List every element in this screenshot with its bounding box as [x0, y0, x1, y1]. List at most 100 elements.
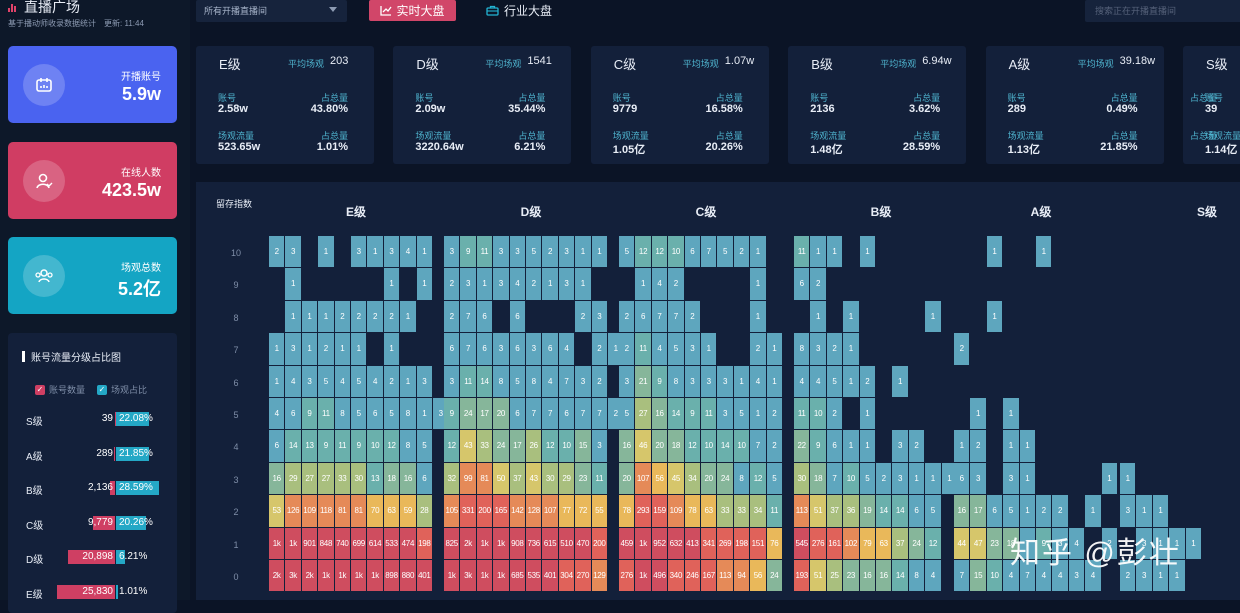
heatmap-cell[interactable]: 9 — [302, 398, 317, 429]
heatmap-cell[interactable]: 5 — [351, 366, 366, 397]
heatmap-cell[interactable]: 99 — [460, 463, 475, 494]
heatmap-cell[interactable]: 6 — [285, 398, 300, 429]
heatmap-cell[interactable]: 2 — [269, 236, 284, 267]
heatmap-cell[interactable]: 10 — [367, 430, 382, 461]
heatmap-cell[interactable]: 3 — [685, 366, 700, 397]
heatmap-cell[interactable]: 1 — [335, 333, 350, 364]
checkbox-checked-icon[interactable]: ✓ — [97, 385, 107, 395]
heatmap-cell[interactable]: 33 — [734, 495, 749, 526]
heatmap-cell[interactable]: 167 — [701, 560, 716, 591]
heatmap-cell[interactable]: 4 — [510, 268, 525, 299]
heatmap-cell[interactable]: 1 — [1085, 495, 1100, 526]
heatmap-cell[interactable]: 2 — [592, 366, 607, 397]
heatmap-cell[interactable]: 1 — [592, 236, 607, 267]
heatmap-cell[interactable]: 2 — [734, 236, 749, 267]
heatmap-cell[interactable]: 5 — [860, 463, 875, 494]
heatmap-cell[interactable]: 22 — [794, 430, 809, 461]
heatmap-cell[interactable]: 81 — [335, 495, 350, 526]
heatmap-cell[interactable]: 56 — [750, 560, 765, 591]
tab-industry[interactable]: 行业大盘 — [486, 0, 552, 21]
heatmap-cell[interactable]: 5 — [1003, 495, 1018, 526]
heatmap-cell[interactable]: 1 — [417, 236, 432, 267]
heatmap-cell[interactable]: 269 — [717, 528, 732, 559]
heatmap-cell[interactable]: 1k — [351, 560, 366, 591]
heatmap-cell[interactable]: 12 — [652, 236, 667, 267]
heatmap-cell[interactable]: 1k — [335, 560, 350, 591]
heatmap-cell[interactable]: 7 — [827, 463, 842, 494]
heatmap-cell[interactable]: 340 — [668, 560, 683, 591]
heatmap-cell[interactable]: 1 — [892, 366, 907, 397]
heatmap-cell[interactable]: 2k — [302, 560, 317, 591]
heatmap-cell[interactable]: 1 — [860, 430, 875, 461]
heatmap-cell[interactable]: 8 — [909, 560, 924, 591]
heatmap-cell[interactable]: 2 — [318, 333, 333, 364]
heatmap-cell[interactable]: 6 — [954, 463, 969, 494]
heatmap-cell[interactable]: 3 — [685, 333, 700, 364]
heatmap-cell[interactable]: 51 — [810, 495, 825, 526]
heatmap-cell[interactable]: 1 — [302, 333, 317, 364]
heatmap-cell[interactable]: 16 — [269, 463, 284, 494]
heatmap-cell[interactable]: 1 — [1120, 463, 1135, 494]
heatmap-cell[interactable]: 11 — [635, 333, 650, 364]
heatmap-cell[interactable]: 1 — [909, 463, 924, 494]
heatmap-cell[interactable]: 1 — [701, 333, 716, 364]
heatmap-cell[interactable]: 1 — [987, 301, 1002, 332]
heatmap-cell[interactable]: 1 — [318, 236, 333, 267]
heatmap-cell[interactable]: 1 — [1003, 430, 1018, 461]
heatmap-cell[interactable]: 6 — [542, 333, 557, 364]
heatmap-cell[interactable]: 1k — [269, 528, 284, 559]
heatmap-cell[interactable]: 1k — [635, 528, 650, 559]
heatmap-cell[interactable]: 632 — [668, 528, 683, 559]
heatmap-cell[interactable]: 3 — [575, 366, 590, 397]
heatmap-cell[interactable]: 2 — [384, 366, 399, 397]
tab-realtime[interactable]: 实时大盘 — [369, 0, 456, 21]
heatmap-cell[interactable]: 4 — [367, 366, 382, 397]
heatmap-cell[interactable]: 43 — [526, 463, 541, 494]
heatmap-cell[interactable]: 109 — [302, 495, 317, 526]
heatmap-cell[interactable]: 11 — [767, 495, 782, 526]
heatmap-cell[interactable]: 1 — [575, 268, 590, 299]
heatmap-cell[interactable]: 63 — [384, 495, 399, 526]
heatmap-cell[interactable]: 126 — [285, 495, 300, 526]
heatmap-cell[interactable]: 23 — [575, 463, 590, 494]
heatmap-cell[interactable]: 1 — [827, 236, 842, 267]
heatmap-cell[interactable]: 3 — [510, 236, 525, 267]
heatmap-cell[interactable]: 20 — [619, 463, 634, 494]
heatmap-cell[interactable]: 6 — [909, 495, 924, 526]
heatmap-cell[interactable]: 7 — [652, 301, 667, 332]
heatmap-cell[interactable]: 6 — [510, 333, 525, 364]
heatmap-cell[interactable]: 1 — [767, 366, 782, 397]
search-input[interactable]: 搜索正在开播直播间 — [1085, 0, 1240, 22]
heatmap-cell[interactable]: 9 — [460, 236, 475, 267]
heatmap-cell[interactable]: 7 — [526, 398, 541, 429]
heatmap-cell[interactable]: 3 — [444, 366, 459, 397]
heatmap-cell[interactable]: 8 — [335, 398, 350, 429]
heatmap-cell[interactable]: 1 — [1136, 495, 1151, 526]
heatmap-cell[interactable]: 18 — [668, 430, 683, 461]
heatmap-cell[interactable]: 151 — [750, 528, 765, 559]
heatmap-cell[interactable]: 1 — [285, 301, 300, 332]
heatmap-cell[interactable]: 1 — [1020, 430, 1035, 461]
heatmap-cell[interactable]: 3 — [1003, 463, 1018, 494]
heatmap-cell[interactable]: 3 — [351, 236, 366, 267]
heatmap-cell[interactable]: 107 — [635, 463, 650, 494]
heatmap-cell[interactable]: 1 — [542, 268, 557, 299]
heatmap-cell[interactable]: 20 — [652, 430, 667, 461]
heatmap-cell[interactable]: 3 — [493, 333, 508, 364]
heatmap-cell[interactable]: 70 — [367, 495, 382, 526]
heatmap-cell[interactable]: 17 — [510, 430, 525, 461]
heatmap-cell[interactable]: 740 — [335, 528, 350, 559]
heatmap-cell[interactable]: 459 — [619, 528, 634, 559]
heatmap-cell[interactable]: 2 — [619, 301, 634, 332]
heatmap-cell[interactable]: 2 — [335, 301, 350, 332]
heatmap-cell[interactable]: 14 — [717, 430, 732, 461]
heatmap-cell[interactable]: 3 — [417, 366, 432, 397]
heatmap-cell[interactable]: 17 — [477, 398, 492, 429]
heatmap-cell[interactable]: 9 — [685, 398, 700, 429]
heatmap-cell[interactable]: 2 — [954, 333, 969, 364]
heatmap-cell[interactable]: 3 — [592, 301, 607, 332]
heatmap-cell[interactable]: 8 — [400, 398, 415, 429]
heatmap-cell[interactable]: 2 — [542, 236, 557, 267]
